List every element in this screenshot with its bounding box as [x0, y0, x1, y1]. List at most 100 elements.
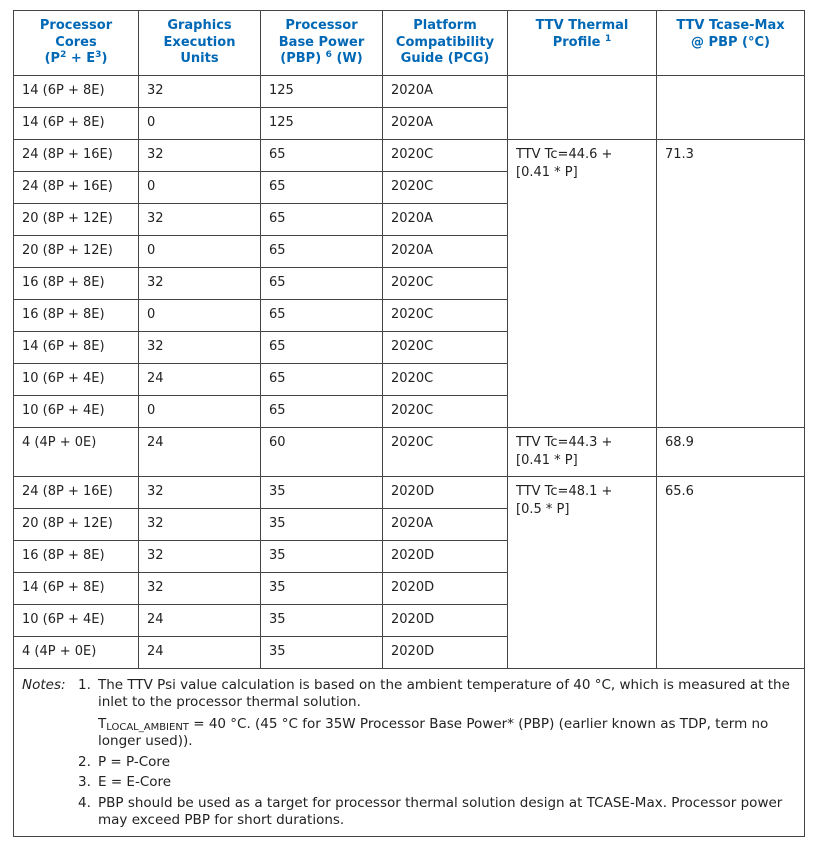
table-row: 14 (6P + 8E) 32 125 2020A — [13, 74, 805, 140]
table-cell: 2020D — [382, 539, 508, 573]
table-cell: 2020C — [382, 170, 508, 204]
header-superscript: 1 — [605, 33, 612, 44]
header-text: Guide (PCG) — [400, 51, 490, 66]
profile-cell: TTV Tc=44.3 + [0.41 * P] — [507, 426, 657, 477]
note-paragraph: The TTV Psi value calculation is based o… — [98, 677, 796, 712]
note-text: PBP should be used as a target for proce… — [98, 795, 796, 830]
table-row: 14 (6P + 8E) 32 35 2020D — [13, 571, 805, 605]
header-text: @ PBP (°C) — [691, 34, 770, 50]
table-cell: 14 (6P + 8E) — [13, 571, 139, 605]
table-cell: 32 — [138, 138, 261, 172]
column-header: Processor Base Power (PBP) 6 (W) — [260, 10, 383, 76]
table-cell: 35 — [260, 539, 383, 573]
table-cell: 20 (8P + 12E) — [13, 202, 139, 236]
header-text: Graphics — [167, 18, 232, 33]
table-cell: 4 (4P + 0E) — [13, 635, 139, 669]
header-text: Base Power — [278, 34, 365, 50]
table-cell: 2020A — [382, 234, 508, 268]
table-cell: 24 (8P + 16E) — [13, 138, 139, 172]
table-cell: 35 — [260, 571, 383, 605]
note-segment: T — [98, 715, 107, 732]
header-text: TTV Tcase-Max — [676, 18, 785, 33]
header-text: (PBP) — [280, 51, 326, 66]
table-cell: 24 (8P + 16E) — [13, 475, 139, 509]
table-cell: 16 (8P + 8E) — [13, 539, 139, 573]
header-text: (P — [44, 51, 61, 66]
table-cell: 2020C — [382, 362, 508, 396]
note-segment: P = P-Core — [98, 753, 170, 770]
header-text: Profile — [552, 34, 606, 50]
column-header: TTV Tcase-Max @ PBP (°C) — [656, 10, 805, 76]
table-row: 20 (8P + 12E) 32 35 2020A — [13, 507, 805, 541]
table-cell: 32 — [138, 507, 261, 541]
table-body: 14 (6P + 8E) 32 125 2020A 14 (6P + 8E) 0 125 20… — [13, 74, 805, 837]
note-number: 4. — [78, 794, 91, 811]
spacer — [22, 774, 78, 792]
spec-table: Processor Cores (P2 + E3) Graphics Execution… — [13, 10, 805, 837]
table-cell: 2020C — [382, 330, 508, 364]
table-cell: 32 — [138, 475, 261, 509]
table-cell: 10 (6P + 4E) — [13, 362, 139, 396]
tcase-cell: 71.3 — [656, 138, 805, 428]
tcase-cell: 65.6 — [656, 475, 805, 669]
table-cell: 24 — [138, 635, 261, 669]
note-subscript: LOCAL_AMBIENT — [106, 721, 189, 733]
table-cell: 0 — [138, 234, 261, 268]
table-row: 24 (8P + 16E) 32 35 2020D TTV Tc=48.1 + [0.5… — [13, 475, 805, 669]
table-cell: 0 — [138, 170, 261, 204]
header-text: Platform — [413, 18, 477, 33]
spacer — [22, 795, 78, 830]
header-text: Units — [180, 51, 219, 66]
header-text: Execution — [163, 34, 236, 50]
note-text: The TTV Psi value calculation is based o… — [98, 677, 796, 751]
note-number: 2. — [78, 753, 91, 770]
table-cell: 2020C — [382, 426, 508, 477]
table-cell: 24 — [138, 426, 261, 477]
table-cell: 20 (8P + 12E) — [13, 507, 139, 541]
table-cell: 2020C — [382, 298, 508, 332]
table-cell: 32 — [138, 202, 261, 236]
table-cell: 35 — [260, 475, 383, 509]
notes-row: Notes: 1. The TTV Psi value calculation is… — [13, 667, 805, 837]
table-cell: 35 — [260, 507, 383, 541]
table-cell: 2020C — [382, 266, 508, 300]
table-row: 20 (8P + 12E) 32 65 2020A — [13, 202, 805, 236]
note-paragraph: E = E-Core — [98, 774, 796, 792]
table-cell: 65 — [260, 234, 383, 268]
table-cell: 2020C — [382, 394, 508, 428]
table-cell: 10 (6P + 4E) — [13, 394, 139, 428]
table-cell: 2020D — [382, 571, 508, 605]
table-cell: 65 — [260, 362, 383, 396]
note-text: E = E-Core — [98, 774, 796, 792]
table-cell: 14 (6P + 8E) — [13, 74, 139, 108]
table-cell: 2020A — [382, 202, 508, 236]
table-row: 24 (8P + 16E) 32 65 2020C TTV Tc=44.6 + [0.4… — [13, 138, 805, 428]
header-text: Processor — [39, 18, 113, 33]
header-text: Cores — [55, 34, 97, 50]
table-row: 10 (6P + 4E) 24 65 2020C — [13, 362, 805, 396]
notes-list: Notes: 1. The TTV Psi value calculation is… — [22, 677, 796, 830]
profile-cell: TTV Tc=48.1 + [0.5 * P] — [507, 475, 657, 669]
note-number: 1. — [78, 676, 91, 693]
table-cell: 35 — [260, 635, 383, 669]
header-text: TTV Thermal — [535, 18, 629, 33]
table-cell: 65 — [260, 266, 383, 300]
header-text: Compatibility — [395, 34, 495, 50]
table-cell: 32 — [138, 571, 261, 605]
note-segment: E = E-Core — [98, 774, 172, 790]
spec-table-container: Processor Cores (P2 + E3) Graphics Execution… — [13, 10, 805, 837]
empty-cell — [656, 74, 805, 140]
note-segment: The TTV Psi value calculation is based o… — [98, 676, 790, 711]
note-number: 3. — [78, 774, 91, 790]
table-cell: 65 — [260, 202, 383, 236]
table-row: 4 (4P + 0E) 24 60 2020C TTV Tc=44.3 + [0.41 … — [13, 426, 805, 477]
header-superscript: 3 — [95, 50, 102, 60]
table-cell: 14 (6P + 8E) — [13, 330, 139, 364]
table-cell: 32 — [138, 330, 261, 364]
header-text: Processor — [285, 18, 358, 33]
table-cell: 14 (6P + 8E) — [13, 106, 139, 140]
table-cell: 4 (4P + 0E) — [13, 426, 139, 477]
table-cell: 2020D — [382, 475, 508, 509]
table-cell: 16 (8P + 8E) — [13, 298, 139, 332]
